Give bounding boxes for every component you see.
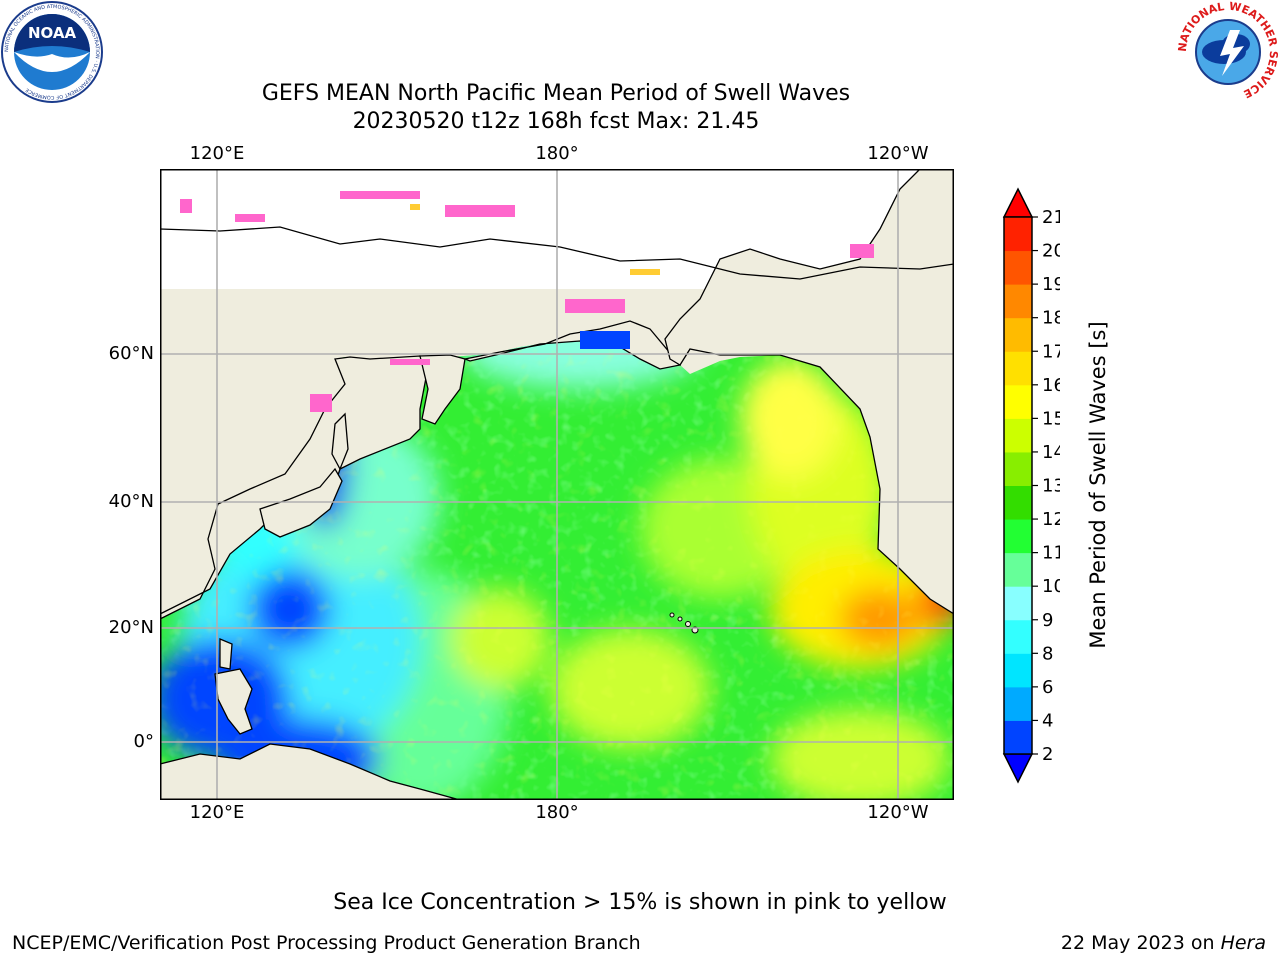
- colorbar-segment: [1004, 720, 1032, 755]
- colorbar-tick-label: 17: [1042, 341, 1060, 362]
- footer-date: 22 May 2023 on: [1060, 932, 1221, 954]
- lon-label-bottom-180: 180°: [535, 802, 579, 823]
- colorbar-segment: [1004, 250, 1032, 285]
- lat-label-20n: 20°N: [108, 617, 154, 638]
- colorbar-segment: [1004, 686, 1032, 721]
- colorbar-tick-label: 13: [1042, 476, 1060, 497]
- noaa-logo-text: NOAA: [28, 24, 77, 42]
- colorbar-segment: [1004, 418, 1032, 453]
- colorbar-segment: [1004, 653, 1032, 688]
- colorbar-over-arrow: [1002, 187, 1034, 218]
- taiwan-island: [219, 638, 233, 670]
- colorbar-tick-label: 18: [1042, 308, 1060, 329]
- colorbar-tick-label: 15: [1042, 408, 1060, 429]
- footer-right: 22 May 2023 on Hera: [1061, 932, 1266, 954]
- japan-islands: [259, 467, 343, 538]
- footer-host: Hera: [1220, 932, 1266, 954]
- lon-label-top-120w: 120°W: [867, 143, 929, 164]
- sea-ice-note: Sea Ice Concentration > 15% is shown in …: [333, 890, 947, 915]
- lat-label-0: 0°: [133, 731, 154, 752]
- map-gridlines: [160, 169, 954, 800]
- colorbar-segment: [1004, 284, 1032, 319]
- colorbar-segment: [1004, 552, 1032, 587]
- colorbar-segment: [1004, 519, 1032, 554]
- colorbar-tick-label: 9: [1042, 610, 1053, 631]
- lon-label-top-120e: 120°E: [189, 143, 245, 164]
- chart-subtitle: 20230520 t12z 168h fcst Max: 21.45: [352, 109, 760, 134]
- colorbar-tick-label: 20: [1042, 241, 1060, 262]
- lon-label-bottom-120e: 120°E: [189, 802, 245, 823]
- colorbar-segment: [1004, 384, 1032, 419]
- colorbar-tick-label: 16: [1042, 375, 1060, 396]
- colorbar-tick-label: 21: [1042, 207, 1060, 228]
- nws-logo: NATIONAL WEATHER SERVICE: [1176, 0, 1280, 102]
- colorbar-tick-label: 19: [1042, 274, 1060, 295]
- colorbar: 2 4 6 8 9 10 11 12 13 14 15 16 17 18 19 20 21: [1002, 187, 1060, 784]
- colorbar-segment: [1004, 317, 1032, 352]
- chart-title: GEFS MEAN North Pacific Mean Period of S…: [261, 81, 851, 106]
- noaa-logo: NOAA NATIONAL OCEANIC AND ATMOSPHERIC AD…: [1, 1, 103, 103]
- map-frame: [160, 169, 954, 800]
- colorbar-segment: [1004, 451, 1032, 486]
- sea-ice-overlay: [180, 191, 874, 412]
- lon-label-bottom-120w: 120°W: [867, 802, 929, 823]
- indonesia-coastline: [160, 743, 461, 800]
- colorbar-segment: [1004, 485, 1032, 520]
- sakhalin-island: [331, 412, 349, 471]
- colorbar-segment: [1004, 619, 1032, 654]
- colorbar-segment: [1004, 586, 1032, 621]
- colorbar-tick-label: 12: [1042, 509, 1060, 530]
- kamchatka-peninsula: [419, 354, 466, 425]
- colorbar-segment: [1004, 217, 1032, 252]
- colorbar-tick-label: 8: [1042, 643, 1053, 664]
- footer-left: NCEP/EMC/Verification Post Processing Pr…: [12, 932, 641, 954]
- colorbar-tick-label: 10: [1042, 576, 1060, 597]
- arctic-coastline: [160, 226, 954, 280]
- philippines-islands: [214, 668, 253, 735]
- lon-label-top-180: 180°: [535, 143, 579, 164]
- colorbar-segment: [1004, 351, 1032, 386]
- lat-label-40n: 40°N: [108, 491, 154, 512]
- colorbar-tick-label: 6: [1042, 677, 1053, 698]
- colorbar-under-arrow: [1002, 753, 1034, 784]
- lat-label-60n: 60°N: [108, 343, 154, 364]
- colorbar-tick-label: 4: [1042, 710, 1053, 731]
- colorbar-tick-label: 14: [1042, 442, 1060, 463]
- colorbar-label: Mean Period of Swell Waves [s]: [1086, 321, 1110, 649]
- swell-period-map: [160, 169, 954, 800]
- colorbar-tick-label: 2: [1042, 744, 1053, 765]
- colorbar-tick-label: 11: [1042, 543, 1060, 564]
